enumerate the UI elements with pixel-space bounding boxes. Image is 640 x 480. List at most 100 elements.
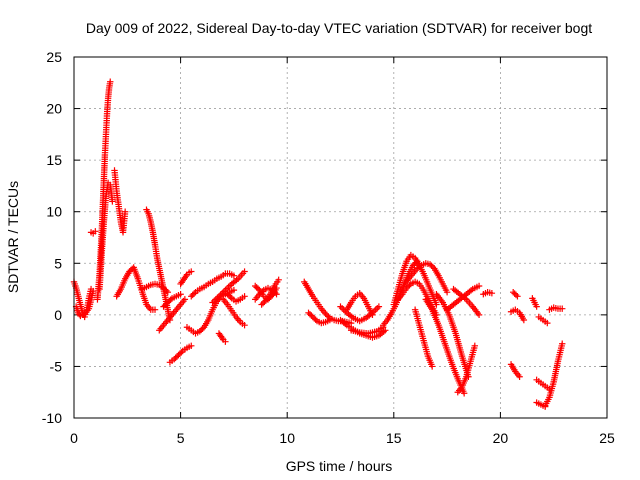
data-point	[171, 356, 178, 363]
y-tick-label: 20	[46, 101, 62, 117]
data-point	[190, 290, 198, 297]
chart-title: Day 009 of 2022, Sidereal Day-to-day VTE…	[86, 20, 592, 36]
y-tick-label: 25	[46, 49, 62, 65]
data-point	[312, 316, 319, 323]
data-point	[172, 354, 179, 362]
data-point	[241, 293, 248, 300]
data-point	[375, 303, 383, 310]
data-point	[404, 283, 412, 290]
data-point	[259, 299, 267, 307]
data-point	[514, 293, 521, 300]
x-tick-label: 15	[386, 430, 402, 446]
data-point	[224, 291, 231, 298]
y-tick-label: 0	[54, 307, 62, 323]
x-tick-label: 25	[599, 430, 615, 446]
y-tick-label: -10	[42, 410, 62, 426]
data-point	[369, 311, 376, 319]
data-point	[189, 291, 196, 299]
data-point	[160, 303, 167, 310]
data-point	[471, 342, 479, 349]
data-point	[241, 268, 248, 275]
data-point	[181, 296, 189, 303]
data-point	[337, 303, 344, 310]
data-point	[167, 296, 174, 303]
y-axis-title: SDTVAR / TECUs	[5, 181, 21, 293]
data-point	[516, 373, 523, 380]
data-point	[92, 228, 99, 235]
grid-lines	[74, 57, 607, 418]
data-point	[163, 287, 170, 294]
data-point	[196, 328, 203, 335]
data-point	[126, 268, 133, 275]
data-point	[109, 198, 116, 205]
data-point	[225, 283, 232, 291]
data-point	[160, 284, 167, 292]
data-point	[163, 300, 170, 308]
data-point	[254, 285, 262, 292]
data-point	[161, 302, 169, 309]
data-point	[121, 208, 129, 215]
data-point	[475, 311, 483, 319]
data-point	[311, 315, 318, 322]
data-point	[164, 299, 172, 306]
data-point	[188, 293, 195, 300]
data-point	[428, 363, 436, 370]
x-tick-label: 20	[493, 430, 509, 446]
data-point	[338, 304, 346, 312]
data-point	[520, 316, 528, 324]
data-point	[161, 286, 169, 293]
data-point	[306, 310, 314, 318]
data-point	[253, 284, 260, 291]
x-axis-title: GPS time / hours	[286, 458, 393, 474]
data-point	[164, 288, 172, 296]
data-point	[533, 303, 540, 310]
data-point	[258, 301, 265, 308]
x-tick-label: 10	[279, 430, 295, 446]
data-point	[151, 306, 159, 313]
data-point	[230, 286, 238, 294]
data-point	[127, 266, 135, 274]
data-point	[475, 282, 483, 290]
data-point	[198, 326, 205, 334]
data-point	[166, 297, 173, 305]
data-point	[230, 272, 238, 279]
data-point	[107, 78, 114, 85]
data-point	[309, 313, 316, 321]
data-point	[374, 304, 381, 312]
data-point	[326, 316, 334, 324]
data-point	[544, 319, 551, 327]
data-point	[488, 289, 496, 297]
data-point	[222, 338, 229, 345]
y-tick-label: -5	[50, 358, 63, 374]
data-point	[428, 262, 435, 269]
data-point	[176, 350, 184, 357]
data-point	[252, 282, 259, 290]
data-points	[70, 78, 566, 410]
data-point	[509, 288, 517, 296]
data-point	[308, 312, 315, 319]
data-point	[460, 390, 468, 397]
data-point	[275, 276, 282, 283]
data-point	[225, 292, 233, 299]
data-point	[443, 288, 451, 296]
data-point	[511, 290, 518, 297]
plot-frame	[73, 56, 608, 419]
data-point	[426, 261, 434, 268]
y-tick-label: 10	[46, 204, 62, 220]
data-point	[406, 282, 413, 289]
y-tick-label: 15	[46, 152, 62, 168]
data-point	[175, 351, 182, 359]
data-point	[409, 262, 417, 269]
tick-labels: 0 5 10 15 20 25 -10 -5 0 5 10 15 20 25	[42, 49, 615, 446]
data-point	[559, 305, 566, 312]
data-point	[512, 291, 520, 299]
data-point	[173, 353, 181, 360]
x-tick-label: 0	[70, 430, 78, 446]
data-point	[178, 349, 185, 356]
data-point	[325, 313, 332, 320]
data-point	[372, 306, 379, 313]
data-point	[559, 340, 566, 347]
data-point	[403, 284, 410, 292]
data-point	[188, 342, 195, 349]
